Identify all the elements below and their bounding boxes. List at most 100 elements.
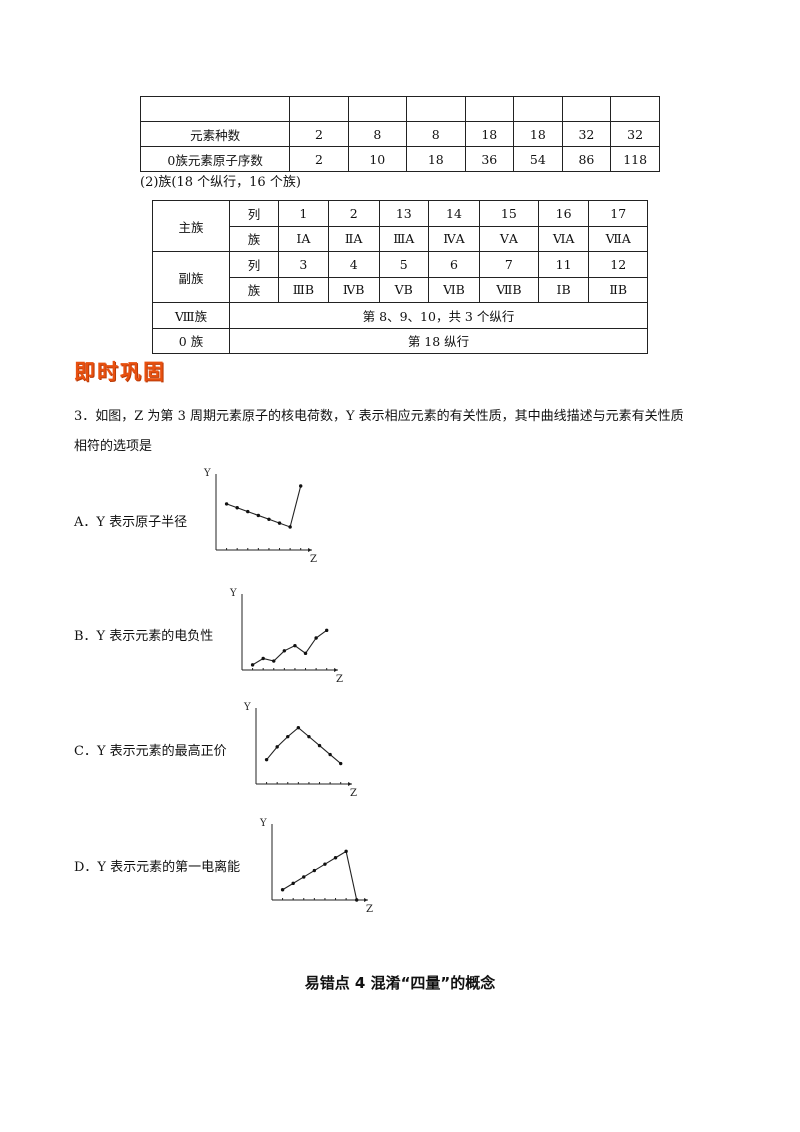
table-cell: ⅤB	[378, 276, 429, 303]
data-point	[328, 752, 332, 757]
table-row: 主族 列 1 2 13 14 15 16 17	[152, 200, 648, 252]
plot-c: YZ	[243, 702, 357, 799]
practice-badge: 即时巩固	[74, 360, 166, 384]
header-cell	[464, 96, 515, 122]
x-axis-label: Z	[366, 904, 373, 915]
option-c[interactable]: C．Y 表示元素的最高正价	[74, 744, 227, 759]
data-point	[307, 734, 311, 739]
x-axis-arrow	[334, 668, 338, 672]
y-axis-label: Y	[259, 818, 267, 829]
data-point	[267, 517, 271, 521]
data-point	[344, 849, 348, 854]
table-row: 族 ⅠA ⅡA ⅢA ⅣA ⅤA ⅥA ⅦA	[153, 225, 648, 252]
table-cell: ⅥA	[537, 225, 590, 252]
table-cell: 2	[327, 200, 380, 227]
table-cell: 6	[427, 251, 480, 278]
table-cell: 3	[278, 251, 329, 278]
data-point	[277, 521, 282, 525]
option-b[interactable]: B．Y 表示元素的电负性	[74, 629, 214, 644]
table-cell: ⅦA	[588, 225, 648, 252]
row-sublabel: 族	[229, 225, 279, 252]
row-sublabel: 列	[229, 200, 279, 227]
period-table: 元素种数 2 8 8 18 18 32 32 0族元素原子序数 2 10 18 …	[139, 96, 660, 172]
table-row: 0族元素原子序数 2 10 18 36 54 86 118	[139, 146, 660, 172]
section-title: 易错点 4 混淆“四量”的概念	[304, 974, 496, 992]
y-axis-label: Y	[203, 468, 211, 479]
data-point	[291, 881, 295, 886]
table-row: Ⅷ族 第 8、9、10，共 3 个纵行	[152, 302, 648, 329]
table-cell: ⅤA	[478, 225, 539, 252]
table-cell: 8	[347, 121, 408, 147]
table-cell: ⅦB	[478, 276, 539, 303]
table-cell-wide: 第 18 纵行	[229, 327, 648, 354]
table-cell: 10	[347, 146, 408, 172]
table-cell: 11	[537, 251, 590, 278]
plot-d: YZ	[259, 818, 373, 915]
data-point	[339, 761, 343, 766]
data-point	[264, 757, 269, 762]
x-axis-label: Z	[336, 674, 343, 685]
table-row: 副族 列 3 4 5 6 7 11 12	[152, 251, 648, 303]
table-row: 元素种数 2 8 8 18 18 32 32	[139, 121, 660, 147]
table-cell: 32	[610, 121, 660, 147]
row-label: 主族	[152, 200, 230, 252]
table-cell: ⅢB	[278, 276, 329, 303]
data-point	[288, 525, 292, 529]
data-point	[325, 628, 329, 633]
row-sublabel: 族	[229, 276, 279, 303]
x-axis-label: Z	[350, 788, 357, 799]
row-sublabel: 列	[229, 251, 279, 278]
header-cell	[289, 96, 349, 122]
series-line	[252, 629, 328, 666]
series-line	[282, 850, 358, 901]
table-header-row	[139, 96, 660, 122]
data-point	[333, 856, 338, 860]
table-cell: ⅠB	[537, 276, 590, 303]
row-label: 0族元素原子序数	[139, 146, 291, 172]
data-point	[303, 651, 308, 656]
x-axis-arrow	[348, 782, 352, 786]
table-cell: 54	[513, 146, 563, 172]
table-cell: ⅥB	[427, 276, 480, 303]
data-point	[317, 743, 322, 748]
data-point	[312, 868, 317, 873]
data-point	[323, 862, 327, 866]
option-a[interactable]: A．Y 表示原子半径	[74, 515, 188, 530]
header-cell	[513, 96, 563, 122]
group-table: 主族 列 1 2 13 14 15 16 17 族 ⅠA ⅡA ⅢA ⅣA ⅤA…	[152, 200, 648, 354]
row-label: 0 族	[152, 327, 230, 354]
table-cell: 18	[464, 121, 515, 147]
row-label: 元素种数	[139, 121, 291, 147]
option-d[interactable]: D．Y 表示元素的第一电离能	[74, 860, 241, 875]
y-axis-label: Y	[229, 588, 237, 599]
table-cell: 15	[478, 200, 539, 227]
data-point	[314, 636, 318, 640]
table-cell: 12	[588, 251, 648, 278]
data-point	[235, 506, 239, 510]
plot-b: YZ	[229, 588, 343, 685]
row-label: Ⅷ族	[152, 302, 230, 329]
table-cell: ⅡB	[588, 276, 648, 303]
table-cell: 14	[427, 200, 480, 227]
table-cell: 32	[561, 121, 612, 147]
data-point	[280, 888, 285, 892]
question-line-1: 3．如图，Z 为第 3 周期元素原子的核电荷数，Y 表示相应元素的有关性质，其中…	[74, 409, 684, 424]
table-cell-wide: 第 8、9、10，共 3 个纵行	[229, 302, 648, 329]
data-point	[355, 898, 359, 902]
table-cell: ⅡA	[327, 225, 380, 252]
table-cell: 86	[561, 146, 612, 172]
table-cell: 8	[406, 121, 466, 147]
table-cell: 5	[378, 251, 429, 278]
header-cell	[610, 96, 660, 122]
table-cell: 1	[278, 200, 329, 227]
x-axis-arrow	[364, 898, 368, 902]
plot-a: YZ	[203, 468, 317, 565]
table-cell: 17	[588, 200, 648, 227]
series-line	[266, 726, 342, 764]
data-point	[299, 484, 303, 488]
table-cell: ⅢA	[378, 225, 429, 252]
row-label: 副族	[152, 251, 230, 303]
data-point	[261, 656, 265, 661]
data-point	[256, 513, 261, 518]
table-cell: 36	[464, 146, 515, 172]
